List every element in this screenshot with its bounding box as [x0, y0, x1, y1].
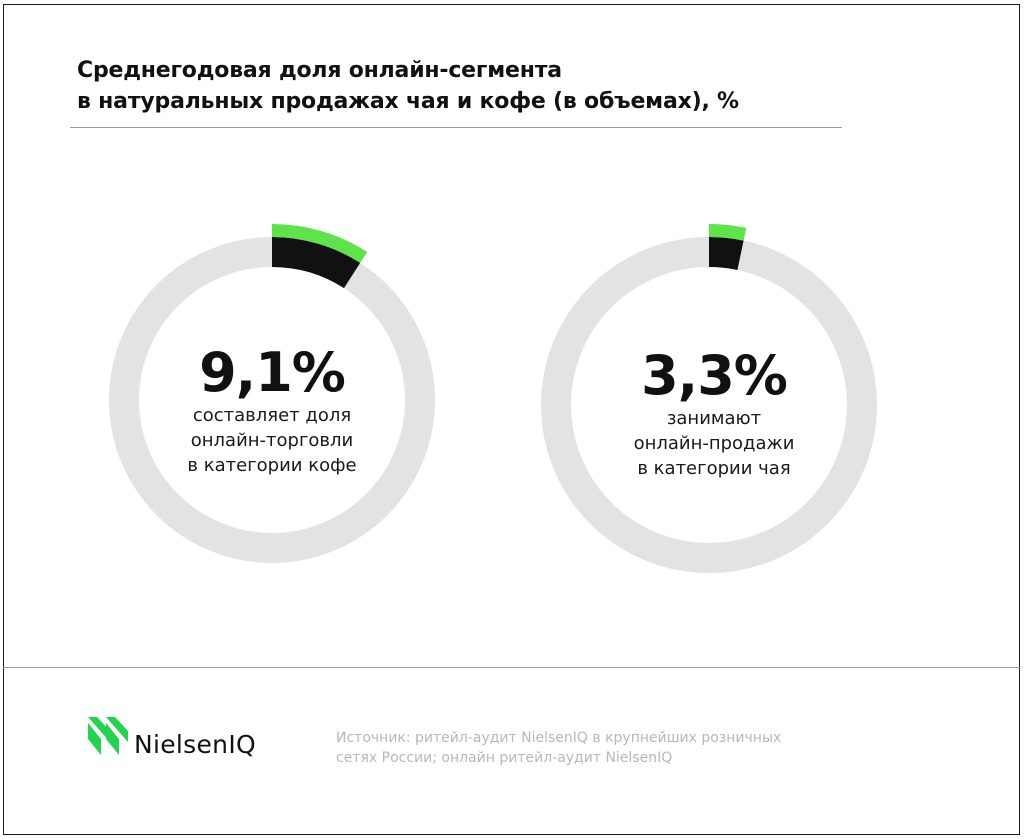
coffee-value-label: 9,1% [199, 341, 346, 404]
tea-caption-line-1: занимают [666, 408, 762, 429]
coffee-caption: составляет доля онлайн-торговли в катего… [152, 403, 392, 478]
chart-title-line-2: в натуральных продажах чая и кофе (в объ… [77, 89, 739, 114]
coffee-donut-slice-accent [272, 224, 368, 263]
coffee-caption-line-2: онлайн-торговли [190, 430, 354, 451]
logo-wordmark: NielsenIQ [134, 730, 256, 759]
coffee-caption-line-1: составляет доля [192, 405, 352, 426]
tea-donut-label: 3,3% занимают онлайн-продажи в категории… [594, 346, 834, 481]
tea-value-label: 3,3% [641, 344, 788, 407]
tea-caption: занимают онлайн-продажи в категории чая [594, 406, 834, 481]
nielseniq-logo: NielsenIQ [86, 715, 306, 765]
footer-divider [3, 667, 1020, 668]
chart-title: Среднегодовая доля онлайн-сегмента в нат… [77, 55, 739, 117]
infographic-frame [3, 4, 1020, 835]
tea-caption-line-3: в категории чая [637, 458, 791, 479]
nielseniq-logo-mark-icon [88, 717, 128, 755]
chart-title-line-1: Среднегодовая доля онлайн-сегмента [77, 58, 562, 83]
coffee-caption-line-3: в категории кофе [187, 455, 357, 476]
coffee-donut-slice [272, 237, 361, 289]
source-note-line-2: сетях России; онлайн ритейл-аудит Nielse… [336, 750, 673, 766]
coffee-donut-label: 9,1% составляет доля онлайн-торговли в к… [152, 343, 392, 478]
source-note-line-1: Источник: ритейл-аудит NielsenIQ в крупн… [336, 730, 782, 746]
tea-donut-slice-accent [709, 224, 747, 241]
source-note: Источник: ритейл-аудит NielsenIQ в крупн… [336, 728, 781, 768]
tea-donut-slice [709, 237, 744, 270]
title-divider [70, 127, 842, 128]
tea-caption-line-2: онлайн-продажи [633, 433, 795, 454]
